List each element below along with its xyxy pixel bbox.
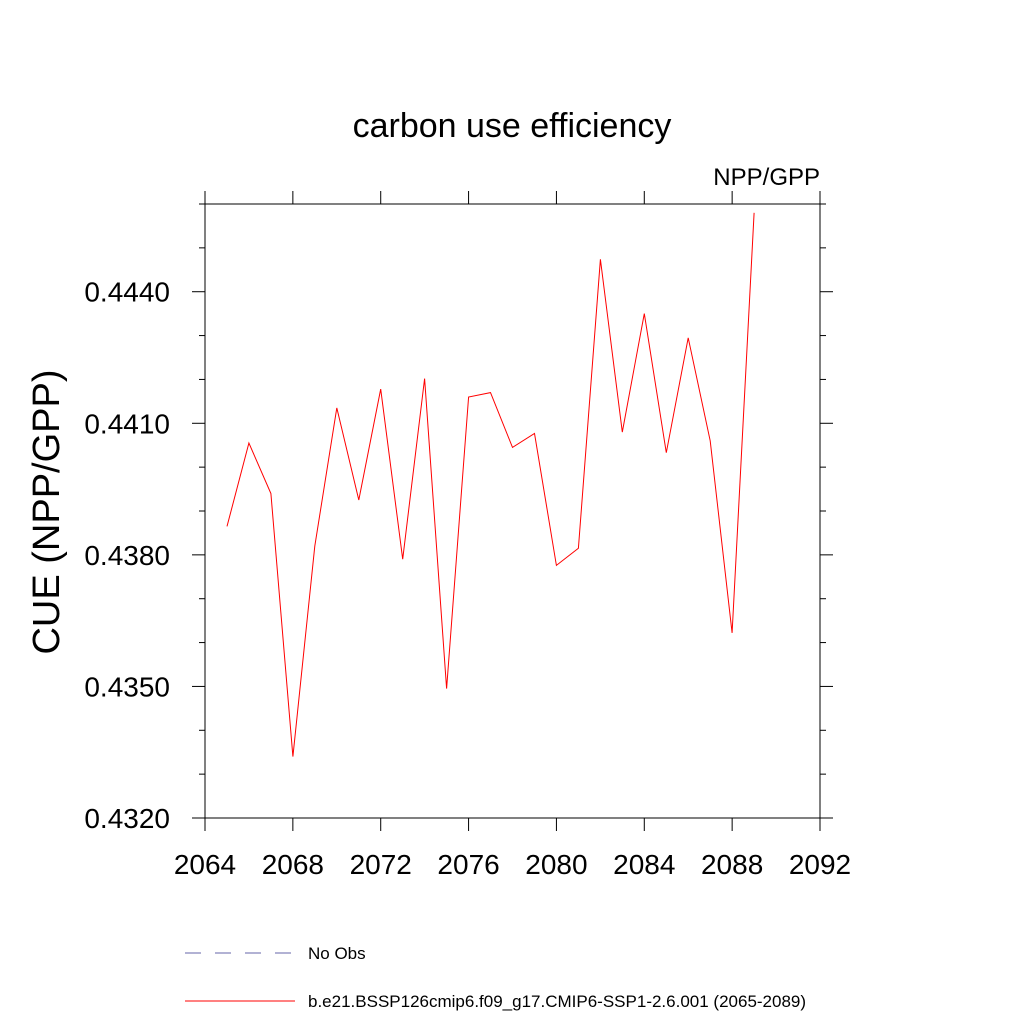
- chart-title: carbon use efficiency: [353, 107, 672, 145]
- x-tick-label: 2068: [262, 849, 324, 880]
- axis-tick-labels: 2064 2068 2072 2076 2080 2084 2088 2092 0.4320 0.…: [84, 277, 851, 880]
- legend-no-obs-label: No Obs: [308, 944, 366, 963]
- series-layer: [226, 212, 755, 757]
- chart-subtitle: NPP/GPP: [713, 164, 820, 191]
- y-tick-label: 0.4410: [84, 408, 170, 439]
- y-tick-label: 0.4380: [84, 540, 170, 571]
- y-tick-label: 0.4440: [84, 277, 170, 308]
- legend: No Obs b.e21.BSSP126cmip6.f09_g17.CMIP6-…: [185, 944, 806, 1011]
- legend-model-label: b.e21.BSSP126cmip6.f09_g17.CMIP6-SSP1-2.…: [308, 992, 806, 1011]
- x-tick-label: 2092: [789, 849, 851, 880]
- x-tick-label: 2080: [525, 849, 587, 880]
- y-tick-label: 0.4350: [84, 671, 170, 702]
- x-tick-label: 2064: [174, 849, 236, 880]
- plot-frame: [204, 203, 821, 819]
- series-line-cue: [226, 212, 755, 757]
- axis-ticks: [192, 191, 833, 831]
- x-tick-label: 2084: [613, 849, 675, 880]
- y-tick-label: 0.4320: [84, 803, 170, 834]
- x-tick-label: 2072: [350, 849, 412, 880]
- x-tick-label: 2076: [437, 849, 499, 880]
- x-tick-label: 2088: [701, 849, 763, 880]
- y-axis-label: CUE (NPP/GPP): [26, 369, 68, 654]
